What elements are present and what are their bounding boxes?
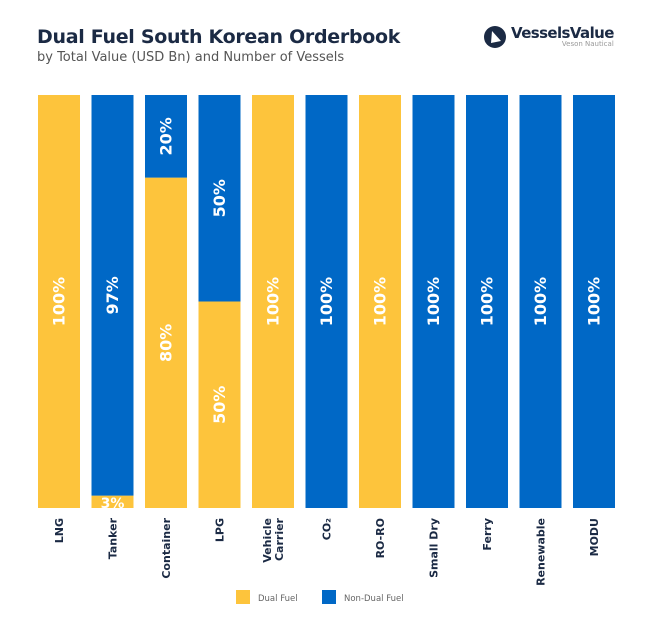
bar-dual-fuel-4 [252, 95, 294, 508]
data-label: 100% [371, 277, 390, 326]
legend-label: Non-Dual Fuel [344, 594, 404, 604]
data-label: 100% [317, 277, 336, 326]
category-label: Small Dry [428, 518, 441, 578]
data-label: 50% [210, 386, 229, 424]
category-label: Ferry [481, 518, 494, 551]
bar-non-dual-fuel-1 [91, 95, 134, 496]
legend-label: Dual Fuel [258, 594, 298, 604]
data-label: 100% [264, 277, 283, 326]
bar-dual-fuel-1 [91, 495, 134, 508]
bar-dual-fuel-3 [198, 301, 241, 508]
logo-icon [484, 26, 506, 48]
bar-non-dual-fuel-3 [198, 95, 241, 302]
category-label: Renewable [535, 518, 548, 586]
bar-non-dual-fuel-9 [519, 95, 562, 508]
data-label: 100% [585, 277, 604, 326]
data-label: 100% [478, 277, 497, 326]
legend-swatch-0 [236, 590, 250, 604]
data-label: 100% [424, 277, 443, 326]
category-label: Container [160, 517, 173, 578]
category-label: RO-RO [374, 518, 387, 558]
category-label: LNG [53, 518, 66, 543]
bar-non-dual-fuel-5 [305, 95, 348, 508]
category-label: CO₂ [321, 518, 334, 540]
category-label: Tanker [107, 517, 120, 559]
bar-non-dual-fuel-7 [412, 95, 455, 508]
data-label: 100% [531, 277, 550, 326]
chart-subtitle: by Total Value (USD Bn) and Number of Ve… [37, 50, 345, 65]
vesselsvalue-logo: VesselsValue Veson Nautical [484, 26, 614, 48]
legend-swatch-1 [322, 590, 336, 604]
data-label: 50% [210, 179, 229, 217]
chart-title: Dual Fuel South Korean Orderbook [37, 26, 401, 48]
bar-non-dual-fuel-10 [573, 95, 615, 508]
logo-name: VesselsValue [511, 24, 614, 42]
data-label: 97% [103, 276, 122, 314]
bar-dual-fuel-0 [38, 95, 80, 508]
logo-tagline: Veson Nautical [561, 40, 614, 48]
data-label: 20% [157, 117, 176, 155]
category-label: Vehicle [261, 518, 274, 563]
data-label: 3% [101, 496, 125, 512]
category-label: MODU [588, 518, 601, 556]
bar-dual-fuel-2 [145, 177, 187, 508]
data-label: 100% [50, 277, 69, 326]
bar-non-dual-fuel-2 [145, 95, 187, 178]
data-label: 80% [157, 324, 176, 362]
category-label: Carrier [273, 517, 286, 561]
bar-non-dual-fuel-8 [466, 95, 508, 508]
category-label: LPG [214, 518, 227, 542]
bar-dual-fuel-6 [359, 95, 401, 508]
